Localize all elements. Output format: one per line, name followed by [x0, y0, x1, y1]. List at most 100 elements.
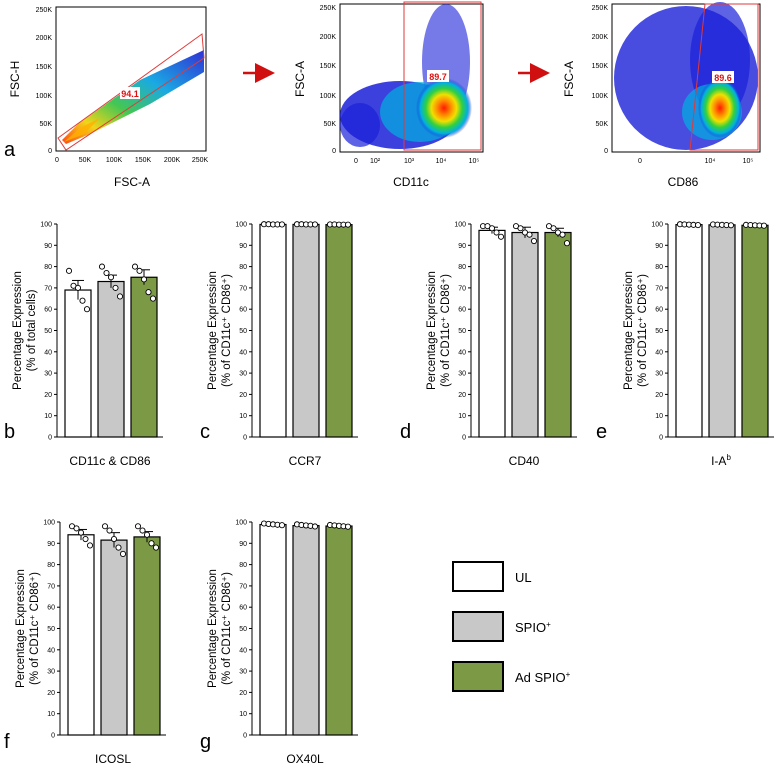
bar-0	[675, 224, 703, 438]
y-label: (% of CD11c⁺ CD86⁺)	[29, 572, 41, 685]
data-point	[550, 225, 557, 232]
data-point	[760, 222, 768, 229]
data-point	[149, 295, 157, 302]
legend-swatch-spio	[452, 611, 504, 642]
bar-1	[511, 231, 539, 438]
chart-title: I-Ab	[711, 453, 731, 468]
panel-letter: a	[4, 139, 16, 161]
chart-title: CD11c & CD86	[69, 454, 150, 468]
data-point	[139, 527, 146, 534]
y-tick-label: 90	[239, 243, 247, 250]
bar-1	[292, 223, 320, 438]
y-tick-label: 40	[655, 349, 663, 356]
flow-xtick: 250K	[192, 157, 209, 164]
y-tick-label: 40	[458, 349, 466, 356]
y-tick-label: 40	[239, 647, 247, 654]
flow-xtick: 10⁵	[743, 158, 754, 165]
data-point	[79, 297, 86, 304]
flow-ytick: 200K	[592, 34, 609, 41]
data-point	[73, 525, 80, 532]
bar-0	[478, 229, 506, 438]
y-tick-label: 70	[655, 285, 663, 292]
y-tick-label: 20	[44, 392, 52, 399]
flow-ytick: 250K	[592, 5, 609, 12]
data-point	[98, 263, 106, 270]
y-tick-label: 80	[239, 264, 247, 271]
legend-label-ul: UL	[515, 570, 532, 585]
data-point	[278, 522, 286, 529]
y-label: (% of CD11c⁺ CD86⁺)	[637, 274, 649, 387]
bar-2	[133, 536, 161, 736]
flow-ytick: 0	[604, 148, 608, 155]
y-tick-label: 10	[44, 413, 52, 420]
y-tick-label: 70	[239, 583, 247, 590]
bar-0	[259, 223, 287, 438]
flow-xtick: 0	[55, 157, 59, 164]
flow-ytick: 50K	[324, 121, 337, 128]
y-tick-label: 80	[239, 562, 247, 569]
data-point	[152, 544, 160, 551]
y-tick-label: 60	[458, 307, 466, 314]
legend-swatch-ul	[452, 561, 504, 592]
flow-gate	[57, 33, 205, 151]
y-tick-label: 50	[47, 626, 55, 633]
bar-2	[741, 224, 769, 438]
y-tick-label: 0	[243, 733, 247, 740]
data-point	[116, 293, 124, 300]
bar-2	[325, 224, 353, 438]
flow-ytick: 50K	[40, 121, 53, 128]
flow-ytick: 100K	[320, 93, 337, 100]
data-point	[517, 225, 524, 232]
y-tick-label: 0	[243, 435, 247, 442]
flow-xtick: 100K	[106, 157, 123, 164]
y-label: (% of CD11c⁺ CD86⁺)	[440, 274, 452, 387]
flow-gate-value: 94.1	[121, 89, 139, 99]
data-point	[103, 269, 110, 277]
data-point	[107, 274, 115, 281]
y-tick-label: 30	[239, 371, 247, 378]
chart-title: OX40L	[286, 752, 324, 764]
y-tick-label: 10	[239, 711, 247, 718]
bar-1	[292, 525, 320, 736]
bar-chart-c: 0 10 20 30 40 50 60 70 80 90 100 CCR7 Percentage Exp…	[200, 221, 358, 468]
data-point	[563, 240, 571, 247]
y-tick-label: 100	[651, 222, 663, 229]
bar-1	[708, 224, 736, 438]
y-tick-label: 60	[47, 605, 55, 612]
flow-gate	[689, 3, 759, 151]
y-tick-label: 50	[239, 626, 247, 633]
flow-xtick: 150K	[135, 157, 152, 164]
data-point	[134, 523, 142, 530]
data-point	[311, 523, 319, 530]
y-label: Percentage Expression	[426, 271, 438, 390]
flow-density	[614, 2, 758, 150]
flow-xtick: 10³	[404, 158, 415, 165]
data-point	[344, 221, 352, 228]
y-tick-label: 60	[239, 307, 247, 314]
y-tick-label: 20	[239, 392, 247, 399]
y-tick-label: 40	[44, 349, 52, 356]
flow-ytick: 150K	[320, 63, 337, 70]
y-tick-label: 90	[47, 541, 55, 548]
y-tick-label: 50	[458, 328, 466, 335]
panel-letter: e	[596, 421, 607, 443]
y-tick-label: 90	[44, 243, 52, 250]
flow-xtick: 0	[354, 158, 358, 165]
y-tick-label: 100	[235, 520, 247, 527]
bar-chart-e: 0 10 20 30 40 50 60 70 80 90 100 I-Ab Percentage Exp…	[596, 221, 774, 468]
legend: UL SPIO+ Ad SPIO+	[452, 561, 571, 692]
y-tick-label: 100	[40, 222, 52, 229]
y-tick-label: 40	[47, 647, 55, 654]
y-tick-label: 30	[44, 371, 52, 378]
data-point	[106, 527, 113, 534]
y-tick-label: 70	[458, 285, 466, 292]
data-point	[311, 221, 319, 228]
y-tick-label: 70	[239, 285, 247, 292]
flow-ytick: 250K	[36, 7, 53, 14]
y-tick-label: 20	[239, 690, 247, 697]
y-label: Percentage Expression	[207, 569, 219, 688]
flow-ytick: 250K	[320, 5, 337, 12]
bar-chart-d: 0 10 20 30 40 50 60 70 80 90 100 CD40 Percentage Exp…	[400, 222, 577, 468]
